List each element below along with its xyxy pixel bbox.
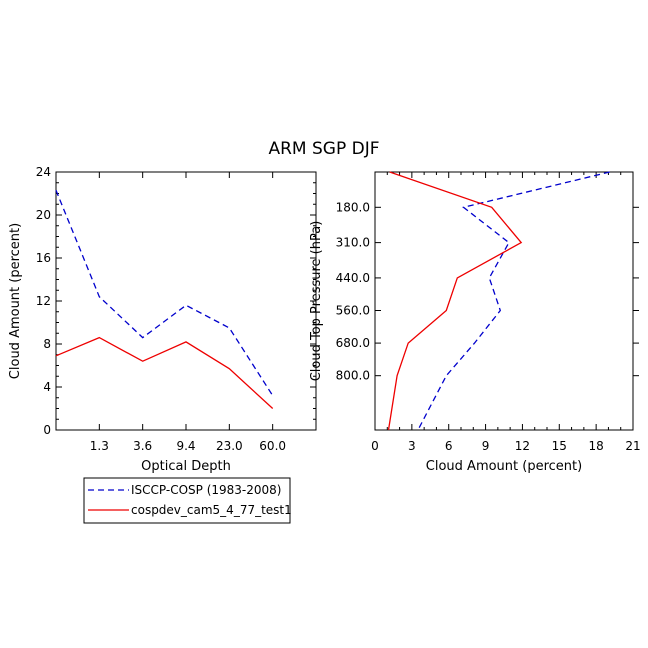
left-y-axis-title: Cloud Amount (percent) — [8, 223, 23, 379]
left-y-tick-label: 24 — [36, 165, 51, 179]
left-x-tick-label: 3.6 — [133, 439, 152, 453]
right-x-tick-label: 18 — [589, 439, 604, 453]
right-y-tick-label: 440.0 — [336, 271, 370, 285]
chart-title: ARM SGP DJF — [268, 139, 379, 159]
left-x-tick-label: 9.4 — [176, 439, 195, 453]
legend-label-cam5: cospdev_cam5_4_77_test1 — [131, 503, 292, 517]
left-y-tick-label: 12 — [36, 294, 51, 308]
right-y-tick-label: 180.0 — [336, 200, 370, 214]
left-y-tick-label: 8 — [43, 337, 51, 351]
right-y-tick-label: 680.0 — [336, 336, 370, 350]
left-x-tick-label: 1.3 — [90, 439, 109, 453]
right-y-tick-label: 310.0 — [336, 236, 370, 250]
right-y-tick-label: 800.0 — [336, 369, 370, 383]
right-x-tick-label: 12 — [515, 439, 530, 453]
right-x-tick-label: 21 — [625, 439, 640, 453]
left-series-line-0 — [55, 190, 274, 396]
left-plot-frame — [55, 171, 317, 431]
right-x-tick-label: 15 — [552, 439, 567, 453]
right-y-tick-label: 560.0 — [336, 304, 370, 318]
right-x-axis-title: Cloud Amount (percent) — [426, 459, 582, 474]
right-x-tick-label: 9 — [482, 439, 490, 453]
left-y-tick-label: 20 — [36, 208, 51, 222]
left-x-axis-title: Optical Depth — [141, 459, 231, 474]
right-x-tick-label: 3 — [408, 439, 416, 453]
cloud-top-pressure-panel: 0 3 6 9 12 15 18 21 180.0 310.0 440.0 560.0 680.0 800… — [336, 171, 641, 453]
left-x-tick-label: 60.0 — [259, 439, 286, 453]
right-y-axis-title: Cloud Top Pressure (hPa) — [309, 221, 324, 382]
left-series-line-1 — [55, 336, 274, 409]
left-x-tick-label: 23.0 — [216, 439, 243, 453]
legend-label-isccp: ISCCP-COSP (1983-2008) — [131, 483, 281, 497]
right-x-tick-label: 0 — [371, 439, 379, 453]
right-series-line-0 — [417, 171, 610, 431]
left-y-tick-label: 0 — [43, 423, 51, 437]
left-y-tick-label: 4 — [43, 380, 51, 394]
legend-box — [83, 477, 291, 524]
optical-depth-panel: 0 4 8 12 16 20 24 1.3 3.6 9.4 23.0 60.0 — [36, 165, 317, 453]
right-plot-frame — [374, 171, 634, 431]
right-series-line-1 — [387, 171, 523, 431]
right-x-tick-label: 6 — [445, 439, 453, 453]
legend: ISCCP-COSP (1983-2008) cospdev_cam5_4_77… — [83, 477, 292, 524]
left-y-tick-label: 16 — [36, 251, 51, 265]
